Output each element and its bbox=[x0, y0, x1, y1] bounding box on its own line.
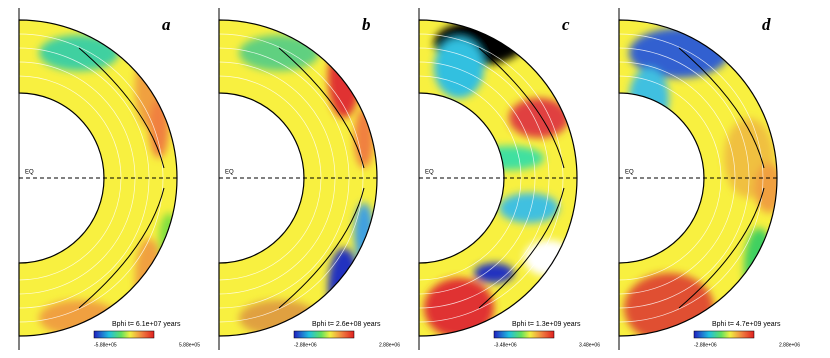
colorbar bbox=[93, 330, 155, 339]
colorbar-max: 3.48e+06 bbox=[579, 342, 600, 348]
panel-letter: b bbox=[362, 15, 371, 34]
contour bbox=[678, 187, 765, 309]
caption: Bphi t= 4.7e+09 years bbox=[712, 321, 781, 328]
field-region bbox=[524, 240, 574, 276]
contour bbox=[78, 187, 165, 309]
equator-label: EQ bbox=[225, 170, 234, 176]
outline bbox=[18, 19, 178, 337]
colorbar bbox=[493, 330, 555, 339]
panel: EQ a Bphi t= 6.1e+07 years -5.88e+05 5.88e+0… bbox=[18, 8, 200, 350]
colorbar-max: 5.88e+05 bbox=[179, 342, 200, 348]
contour bbox=[278, 47, 365, 169]
field-region bbox=[474, 263, 514, 283]
field-region bbox=[239, 300, 319, 336]
colorbar-min: -2.88e+06 bbox=[294, 342, 317, 348]
caption: Bphi t= 1.3e+09 years bbox=[512, 321, 581, 328]
panel-letter: d bbox=[762, 15, 771, 34]
contour bbox=[278, 187, 365, 309]
outline bbox=[418, 19, 578, 337]
field-region bbox=[135, 238, 163, 318]
panel: EQ d Bphi t= 4.7e+09 years -2.88e+06 2.88e+0… bbox=[618, 8, 800, 350]
equator-label: EQ bbox=[625, 170, 634, 176]
colorbar-min: -2.88e+06 bbox=[694, 342, 717, 348]
contour bbox=[678, 47, 765, 169]
contour bbox=[78, 47, 165, 169]
caption: Bphi t= 2.6e+08 years bbox=[312, 321, 381, 328]
field bbox=[619, 28, 777, 336]
equator-label: EQ bbox=[25, 170, 34, 176]
contour bbox=[478, 47, 565, 169]
colorbar bbox=[693, 330, 755, 339]
equator-label: EQ bbox=[425, 170, 434, 176]
colorbar bbox=[293, 330, 355, 339]
contour bbox=[478, 187, 565, 309]
panel: EQ b Bphi t= 2.6e+08 years -2.88e+06 2.88e+0… bbox=[218, 8, 400, 350]
panel-letter: c bbox=[562, 15, 570, 34]
caption: Bphi t= 6.1e+07 years bbox=[112, 321, 181, 328]
field-region bbox=[434, 38, 484, 98]
colorbar-max: 2.88e+06 bbox=[779, 342, 800, 348]
colorbar-min: -5.88e+05 bbox=[94, 342, 117, 348]
outline bbox=[618, 19, 778, 337]
colorbar-max: 2.88e+06 bbox=[379, 342, 400, 348]
field-region bbox=[149, 98, 169, 158]
field-region bbox=[239, 35, 319, 71]
outline bbox=[218, 19, 378, 337]
field-region bbox=[39, 35, 119, 71]
colorbar-min: -3.48e+06 bbox=[494, 342, 517, 348]
field-region bbox=[159, 213, 177, 263]
field-region bbox=[424, 278, 494, 336]
field-region bbox=[499, 193, 559, 223]
field-region bbox=[39, 300, 119, 336]
panel-letter: a bbox=[162, 15, 171, 34]
panel: EQ c Bphi t= 1.3e+09 years -3.48e+06 3.48e+0… bbox=[418, 8, 600, 350]
